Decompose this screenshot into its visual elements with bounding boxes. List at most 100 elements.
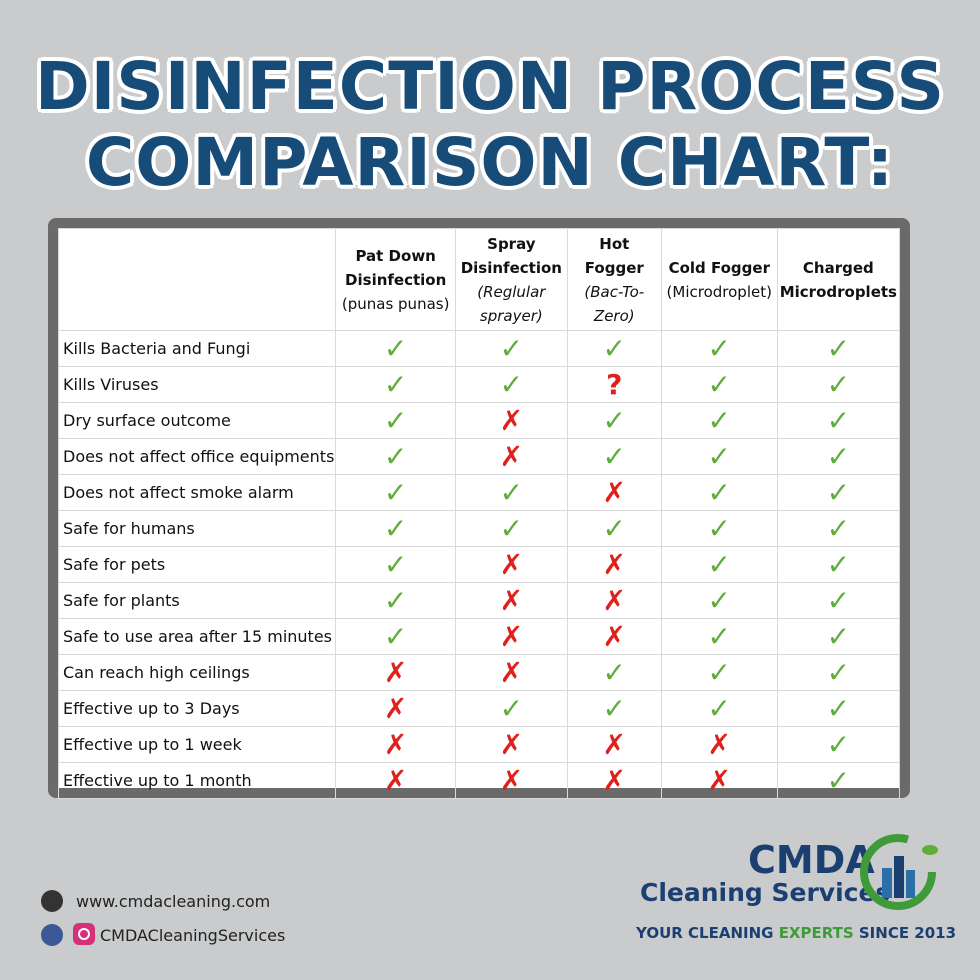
column-header: Cold Fogger (Microdroplet) [660, 228, 778, 331]
row-label: Can reach high ceilings [57, 654, 337, 691]
row-label: Effective up to 1 week [57, 726, 337, 763]
status-cell: ✓ [335, 438, 456, 475]
status-cell: ✓ [660, 330, 778, 367]
status-cell: ✓ [335, 366, 456, 403]
status-cell: ✗ [660, 726, 778, 763]
status-cell: ✗ [454, 582, 568, 619]
corner-cell [57, 228, 337, 331]
status-cell: ✓ [566, 510, 662, 547]
status-cell: ✓ [776, 546, 901, 583]
status-cell: ✓ [660, 402, 778, 439]
status-cell: ✗ [335, 762, 456, 799]
table-panel: Pat Down Disinfection (punas punas) Spray … [48, 218, 910, 799]
status-cell: ✓ [776, 654, 901, 691]
column-header: Charged Microdroplets [776, 228, 901, 331]
status-cell: ✓ [335, 618, 456, 655]
column-header: Pat Down Disinfection (punas punas) [335, 228, 456, 331]
status-cell: ✗ [566, 474, 662, 511]
row-label: Safe for humans [57, 510, 337, 547]
status-cell: ? [566, 366, 662, 403]
status-cell: ✗ [660, 762, 778, 799]
row-label: Kills Viruses [57, 366, 337, 403]
status-cell: ✓ [335, 546, 456, 583]
logo-subtitle: Cleaning Services [640, 878, 891, 907]
status-cell: ✓ [660, 690, 778, 727]
table-row: Kills Bacteria and Fungi ✓ ✓ ✓ ✓ ✓ [57, 330, 901, 367]
row-label: Safe for pets [57, 546, 337, 583]
column-header: Spray Disinfection (Reglular sprayer) [454, 228, 568, 331]
table-row: Kills Viruses ✓ ✓? ✓ ✓ [57, 366, 901, 403]
table-body: Kills Bacteria and Fungi ✓ ✓ ✓ ✓ ✓ Kills Virus… [57, 330, 901, 799]
status-cell: ✓ [660, 366, 778, 403]
status-cell: ✓ [660, 582, 778, 619]
status-cell: ✓ [454, 510, 568, 547]
row-label: Does not affect office equipments [57, 438, 337, 475]
status-cell: ✗ [454, 654, 568, 691]
status-cell: ✗ [566, 618, 662, 655]
footer-icons [41, 890, 63, 946]
web-icon [41, 890, 63, 912]
status-cell: ✗ [566, 726, 662, 763]
column-subtitle: (Reglular sprayer) [477, 282, 546, 325]
table-row: Safe for pets ✓ ✗ ✗ ✓ ✓ [57, 546, 901, 583]
comparison-table: Pat Down Disinfection (punas punas) Spray … [57, 228, 901, 799]
row-label: Effective up to 3 Days [57, 690, 337, 727]
status-cell: ✓ [454, 690, 568, 727]
status-cell: ✗ [335, 726, 456, 763]
status-cell: ✗ [454, 402, 568, 439]
row-label: Dry surface outcome [57, 402, 337, 439]
status-cell: ✓ [660, 546, 778, 583]
table-row: Effective up to 1 month ✗ ✗ ✗ ✗ ✓ [57, 762, 901, 799]
status-cell: ✓ [776, 402, 901, 439]
row-label: Does not affect smoke alarm [57, 474, 337, 511]
status-cell: ✗ [566, 546, 662, 583]
status-cell: ✗ [454, 546, 568, 583]
logo-mark [860, 834, 938, 910]
status-cell: ✓ [660, 438, 778, 475]
status-cell: ✓ [660, 510, 778, 547]
column-title: Pat Down Disinfection [345, 246, 447, 289]
table-row: Can reach high ceilings ✗ ✗ ✓ ✓ ✓ [57, 654, 901, 691]
tagline-part: EXPERTS [778, 924, 854, 942]
status-cell: ✗ [566, 582, 662, 619]
status-cell: ✓ [454, 366, 568, 403]
social-handle: CMDACleaningServices [100, 926, 286, 945]
column-title: Charged Microdroplets [779, 258, 897, 301]
table-row: Dry surface outcome ✓ ✗ ✓ ✓ ✓ [57, 402, 901, 439]
status-cell: ✗ [335, 654, 456, 691]
tagline: YOUR CLEANING EXPERTS SINCE 2013 [636, 924, 956, 942]
status-cell: ✓ [566, 330, 662, 367]
status-cell: ✓ [454, 330, 568, 367]
status-cell: ✓ [660, 618, 778, 655]
row-label: Kills Bacteria and Fungi [57, 330, 337, 367]
table-row: Safe for humans ✓ ✓ ✓ ✓ ✓ [57, 510, 901, 547]
status-cell: ✓ [335, 402, 456, 439]
status-cell: ✓ [335, 474, 456, 511]
title-line: COMPARISON CHART: [85, 124, 895, 201]
status-cell: ✓ [776, 582, 901, 619]
status-cell: ✓ [776, 510, 901, 547]
status-cell: ✗ [454, 438, 568, 475]
column-title: Cold Fogger [668, 258, 770, 277]
column-subtitle: (Microdroplet) [666, 282, 772, 301]
status-cell: ✓ [335, 510, 456, 547]
logo-name: CMDA [748, 838, 875, 882]
status-cell: ✓ [776, 618, 901, 655]
table-row: Effective up to 3 Days ✗ ✓ ✓ ✓ ✓ [57, 690, 901, 727]
status-cell: ✓ [776, 330, 901, 367]
status-cell: ✓ [776, 366, 901, 403]
column-title: Spray Disinfection [460, 234, 562, 277]
table-row: Safe for plants ✓ ✗ ✗ ✓ ✓ [57, 582, 901, 619]
status-cell: ✗ [454, 618, 568, 655]
row-label: Effective up to 1 month [57, 762, 337, 799]
website: www.cmdacleaning.com [76, 892, 271, 911]
status-cell: ✗ [454, 726, 568, 763]
status-cell: ✗ [335, 690, 456, 727]
status-cell: ✓ [566, 402, 662, 439]
row-label: Safe to use area after 15 minutes [57, 618, 337, 655]
status-cell: ✓ [776, 438, 901, 475]
column-subtitle: (punas punas) [341, 294, 450, 313]
status-cell: ✓ [776, 690, 901, 727]
status-cell: ✗ [454, 762, 568, 799]
